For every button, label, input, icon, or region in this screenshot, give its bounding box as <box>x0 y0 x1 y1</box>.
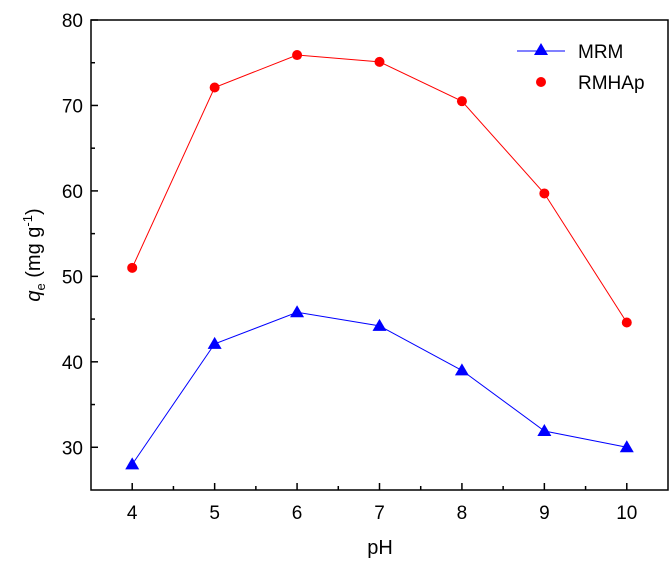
data-point-rmhap-ph-6 <box>292 50 303 61</box>
y-axis-unit: (mg g <box>23 227 45 284</box>
legend-entry-rmhap: RMHAp <box>536 73 645 94</box>
data-point-mrm-ph-6 <box>290 305 305 318</box>
x-tick-label-10: 10 <box>616 503 637 524</box>
y-tick-label-50: 50 <box>62 267 83 288</box>
data-point-rmhap-ph-5 <box>209 82 220 93</box>
data-point-mrm-ph-7 <box>372 318 387 331</box>
y-tick-label-80: 80 <box>62 11 83 32</box>
legend-label-mrm: MRM <box>578 42 623 63</box>
y-axis-title: qe (mg g-1) <box>20 208 48 301</box>
y-axis-unit-exponent: -1 <box>20 215 35 227</box>
data-point-rmhap-ph-9 <box>539 188 550 199</box>
y-tick-label-60: 60 <box>62 182 83 203</box>
data-point-mrm-ph-5 <box>207 336 222 349</box>
legend-marker-rmhap <box>536 77 546 87</box>
legend: MRM RMHAp <box>517 42 645 94</box>
x-tick-label-7: 7 <box>374 503 385 524</box>
series-line-rmhap <box>131 54 628 323</box>
y-axis-subscript: e <box>33 283 48 290</box>
x-axis-title: pH <box>367 537 393 559</box>
data-point-rmhap-ph-10 <box>621 317 632 328</box>
data-point-mrm-ph-4 <box>125 457 140 470</box>
data-point-rmhap-ph-8 <box>456 96 467 107</box>
x-tick-label-8: 8 <box>457 503 468 524</box>
y-tick-label-30: 30 <box>62 438 83 459</box>
series-line-mrm <box>131 311 627 465</box>
data-point-mrm-ph-9 <box>537 424 552 437</box>
legend-entry-mrm: MRM <box>517 42 623 63</box>
y-axis-symbol: q <box>23 291 45 302</box>
series-layer <box>125 50 634 470</box>
y-tick-label-40: 40 <box>62 353 83 374</box>
legend-label-rmhap: RMHAp <box>578 73 645 94</box>
ticks-layer: 4 5 6 7 8 9 10 30 40 50 60 70 80 <box>62 11 637 524</box>
data-point-mrm-ph-8 <box>454 363 469 376</box>
y-axis-unit-close: ) <box>23 208 45 215</box>
x-tick-label-9: 9 <box>539 503 550 524</box>
x-tick-label-5: 5 <box>209 503 220 524</box>
data-point-rmhap-ph-7 <box>374 56 385 67</box>
data-point-mrm-ph-10 <box>619 440 634 453</box>
data-point-rmhap-ph-4 <box>127 262 138 273</box>
x-tick-label-6: 6 <box>292 503 303 524</box>
legend-marker-mrm <box>534 43 548 55</box>
y-tick-label-70: 70 <box>62 96 83 117</box>
x-tick-label-4: 4 <box>127 503 138 524</box>
